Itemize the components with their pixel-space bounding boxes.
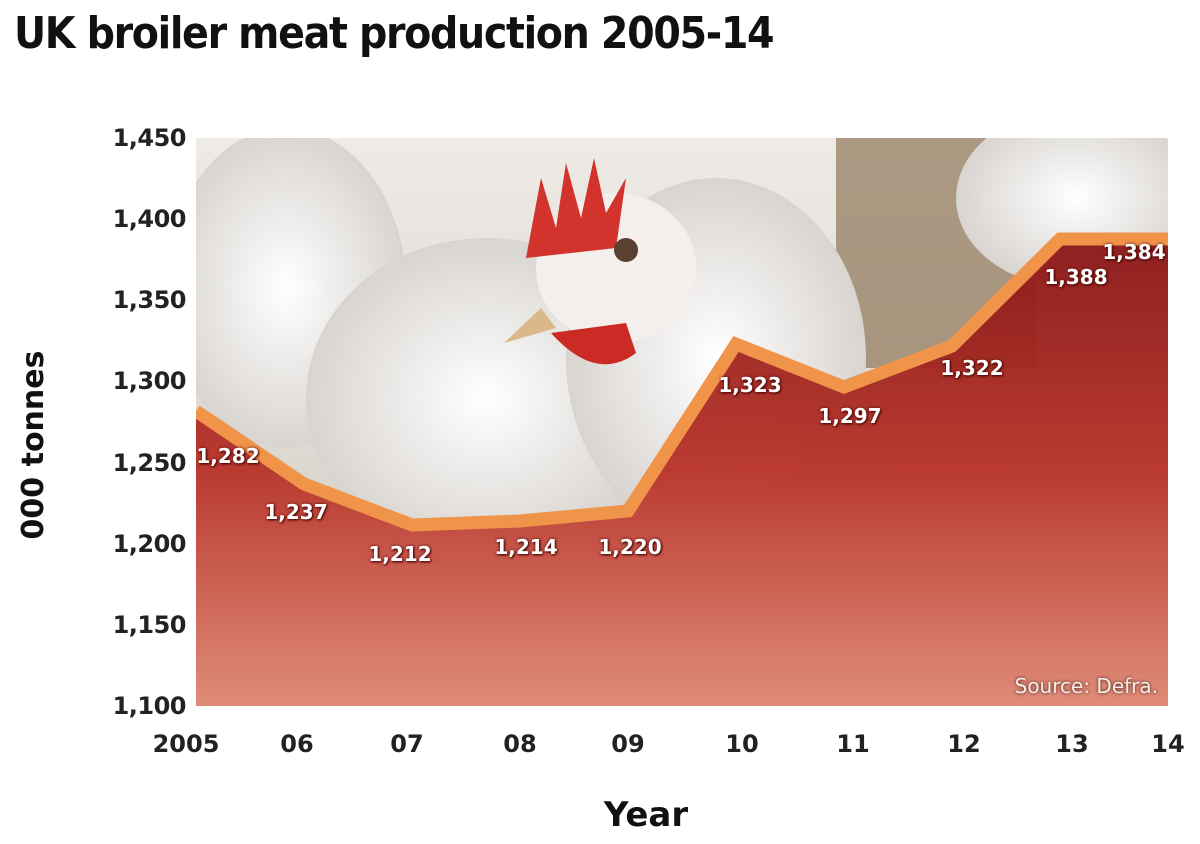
y-tick: 1,450 [112, 124, 187, 152]
data-label-2007: 1,212 [368, 542, 432, 566]
x-tick: 13 [1055, 730, 1089, 758]
data-label-2013: 1,388 [1044, 265, 1108, 289]
y-tick: 1,250 [112, 449, 187, 477]
y-axis-label: 000 tonnes [16, 350, 51, 540]
data-label-2014: 1,384 [1102, 240, 1166, 264]
y-tick: 1,150 [112, 611, 187, 639]
y-tick: 1,100 [112, 692, 187, 720]
area-series [196, 232, 1168, 706]
x-tick: 2005 [152, 730, 220, 758]
data-label-2008: 1,214 [494, 535, 558, 559]
data-label-2012: 1,322 [940, 356, 1004, 380]
x-tick: 06 [280, 730, 314, 758]
x-tick: 12 [947, 730, 981, 758]
chart-title: UK broiler meat production 2005-14 [14, 8, 775, 59]
data-label-2009: 1,220 [598, 535, 662, 559]
x-tick: 07 [390, 730, 424, 758]
y-tick: 1,350 [112, 286, 187, 314]
source-note: Source: Defra. [1014, 674, 1158, 698]
x-axis-label: Year [603, 795, 689, 835]
data-label-2006: 1,237 [264, 500, 328, 524]
x-tick: 14 [1151, 730, 1185, 758]
x-tick: 11 [836, 730, 870, 758]
data-label-2010: 1,323 [718, 373, 782, 397]
data-label-2011: 1,297 [818, 404, 882, 428]
x-tick: 09 [611, 730, 645, 758]
x-tick: 08 [503, 730, 537, 758]
x-tick: 10 [725, 730, 759, 758]
y-tick: 1,400 [112, 205, 187, 233]
plot-area: 1,282 1,237 1,212 1,214 1,220 1,323 1,29… [196, 138, 1168, 706]
data-label-2005: 1,282 [196, 444, 260, 468]
y-tick: 1,200 [112, 530, 187, 558]
y-tick: 1,300 [112, 367, 187, 395]
